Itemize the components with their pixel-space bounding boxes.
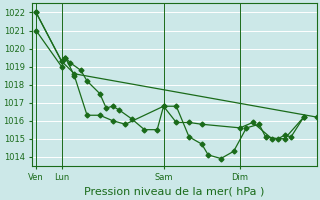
X-axis label: Pression niveau de la mer( hPa ): Pression niveau de la mer( hPa ) xyxy=(84,187,265,197)
